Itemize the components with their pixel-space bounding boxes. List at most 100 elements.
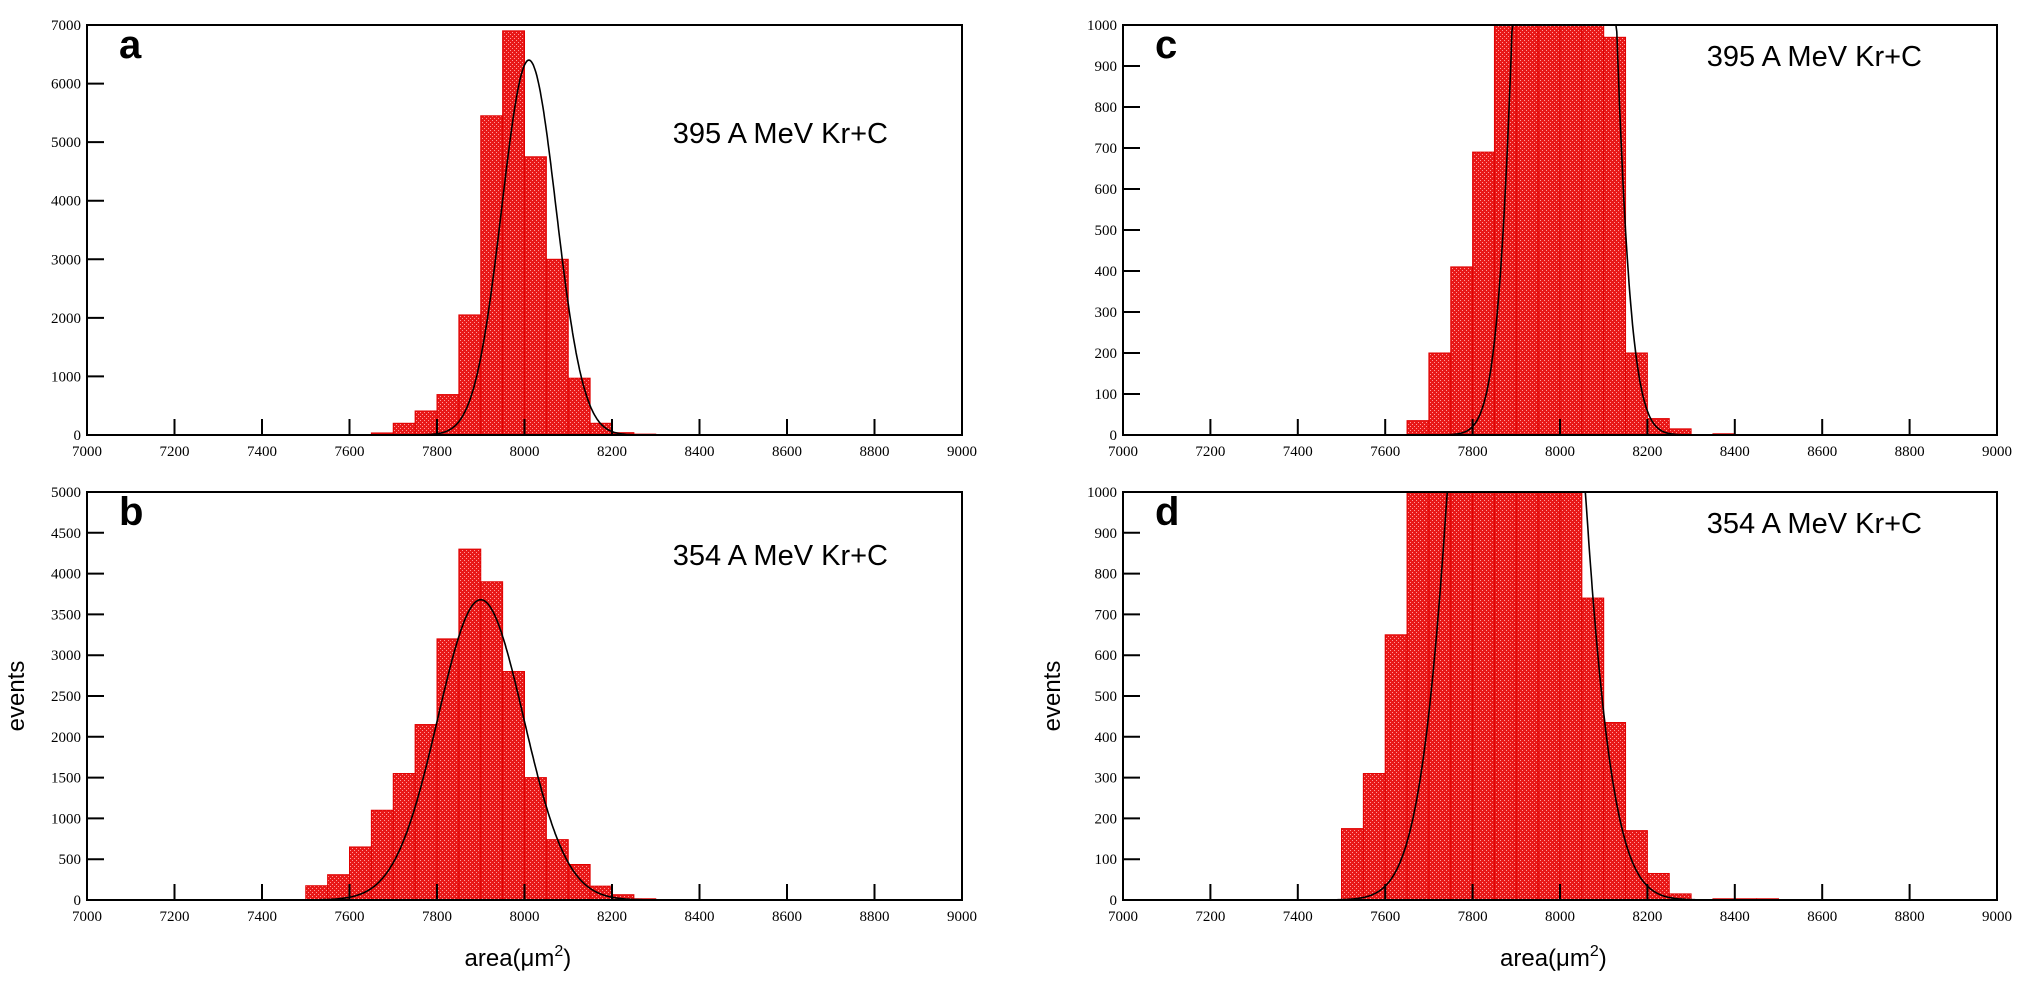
histogram-bars (305, 548, 744, 900)
x-tick-label: 7400 (1283, 444, 1313, 460)
histogram-bar (1603, 36, 1627, 435)
plot-frame (1122, 24, 1998, 436)
annotation: 354 A MeV Kr+C (673, 540, 888, 572)
histogram-bars (1341, 492, 1780, 900)
x-tick-label: 7400 (1283, 909, 1313, 925)
y-tick-label: 3500 (51, 607, 81, 623)
histogram-bar (480, 115, 504, 435)
x-tick-label: 8800 (860, 444, 890, 460)
histogram-bar (589, 885, 613, 900)
histogram-bar (349, 846, 372, 900)
plot-frame (86, 24, 963, 436)
y-axis-title: events (1039, 661, 1066, 732)
y-tick-label: 600 (1095, 182, 1118, 198)
x-tick-label: 8200 (597, 444, 627, 460)
histogram-bar (502, 30, 525, 435)
y-tick-label: 4000 (51, 567, 81, 583)
y-tick-label: 200 (1095, 346, 1118, 362)
x-tick-label: 8800 (1895, 909, 1925, 925)
panel-b: 7000 7200 7400 7600 7800 8000 8200 8400 8600 8800… (3, 485, 977, 972)
x-tick-label: 7000 (72, 444, 102, 460)
y-tick-label: 1000 (51, 369, 81, 385)
histogram-bar (392, 422, 416, 435)
x-tick-label: 8600 (772, 909, 802, 925)
histogram-bar (1406, 420, 1430, 435)
y-tick-label: 1000 (1087, 18, 1117, 34)
panel-d: 7000 7200 7400 7600 7800 8000 8200 8400 8600 8800… (1039, 485, 2012, 972)
histogram-bar (1581, 25, 1605, 435)
y-tick-label: 5000 (51, 135, 81, 151)
histogram-bar (1406, 492, 1430, 900)
panel-label: c (1155, 23, 1177, 67)
y-axis-title: events (3, 661, 30, 732)
histogram-bar (1341, 828, 1364, 900)
x-tick-label: 7000 (1108, 444, 1138, 460)
histogram-bar (1515, 25, 1539, 435)
histogram-bar (327, 874, 350, 900)
y-tick-label: 800 (1095, 567, 1118, 583)
histogram-bar (1428, 352, 1452, 435)
histogram-bar (1625, 830, 1648, 900)
histogram-bar (1559, 492, 1583, 900)
x-tick-label: 7800 (1458, 909, 1488, 925)
x-tick-label: 7600 (335, 909, 365, 925)
panel-a: 7000 7200 7400 7600 7800 8000 8200 8400 8600 8800… (51, 18, 977, 460)
x-tick-label: 8200 (1632, 444, 1662, 460)
histogram-bars (370, 30, 700, 435)
y-tick-label: 1000 (51, 811, 81, 827)
histogram-bar (414, 724, 438, 900)
y-tick-label: 7000 (51, 18, 81, 34)
x-tick-label: 7600 (1370, 444, 1400, 460)
histogram-bar (414, 410, 438, 435)
x-tick-label: 8400 (1720, 909, 1750, 925)
panel-label: a (119, 23, 142, 67)
histogram-bar (1362, 773, 1386, 900)
histogram-bar (1450, 266, 1474, 435)
histogram-bar (305, 885, 329, 900)
histogram-bars (1406, 25, 1736, 435)
histogram-bar (1537, 492, 1561, 900)
x-tick-label: 7200 (1195, 444, 1225, 460)
x-tick-label: 7800 (1458, 444, 1488, 460)
annotation: 395 A MeV Kr+C (673, 118, 888, 150)
y-tick-label: 400 (1095, 264, 1118, 280)
x-tick-label: 9000 (1982, 444, 2012, 460)
x-tick-label: 7400 (247, 909, 277, 925)
y-tick-label: 700 (1095, 141, 1118, 157)
gaussian-fit-line (1319, 492, 1735, 900)
y-tick-label: 100 (1095, 852, 1118, 868)
x-tick-label: 8800 (1895, 444, 1925, 460)
x-tick-label: 8000 (510, 444, 540, 460)
x-tick-label: 9000 (1982, 909, 2012, 925)
x-tick-label: 7600 (335, 444, 365, 460)
y-tick-label: 2000 (51, 311, 81, 327)
y-tick-label: 900 (1095, 59, 1118, 75)
x-tick-label: 8600 (1807, 444, 1837, 460)
histogram-bar (1603, 722, 1627, 900)
y-tick-label: 2500 (51, 689, 81, 705)
y-tick-label: 300 (1095, 305, 1118, 321)
histogram-bar (1493, 492, 1517, 900)
histogram-bar (1384, 634, 1408, 900)
y-tick-label: 500 (59, 852, 82, 868)
x-tick-label: 8600 (1807, 909, 1837, 925)
histogram-bar (567, 864, 591, 900)
x-tick-label: 8200 (1632, 909, 1662, 925)
histogram-bar (1493, 25, 1517, 435)
x-tick-label: 7200 (160, 444, 190, 460)
y-tick-label: 0 (1110, 893, 1118, 909)
histogram-bar (1668, 428, 1692, 435)
x-tick-label: 8000 (510, 909, 540, 925)
y-tick-label: 4500 (51, 526, 81, 542)
x-tick-label: 8000 (1545, 909, 1575, 925)
y-tick-label: 1500 (51, 771, 81, 787)
x-axis-title: area(μm2) (1500, 943, 1607, 972)
x-tick-label: 8200 (597, 909, 627, 925)
y-tick-label: 800 (1095, 100, 1118, 116)
y-tick-label: 1000 (1087, 485, 1117, 501)
annotation: 395 A MeV Kr+C (1707, 41, 1922, 73)
x-tick-label: 8800 (860, 909, 890, 925)
histogram-bar (1581, 597, 1605, 900)
x-tick-label: 8400 (685, 444, 715, 460)
